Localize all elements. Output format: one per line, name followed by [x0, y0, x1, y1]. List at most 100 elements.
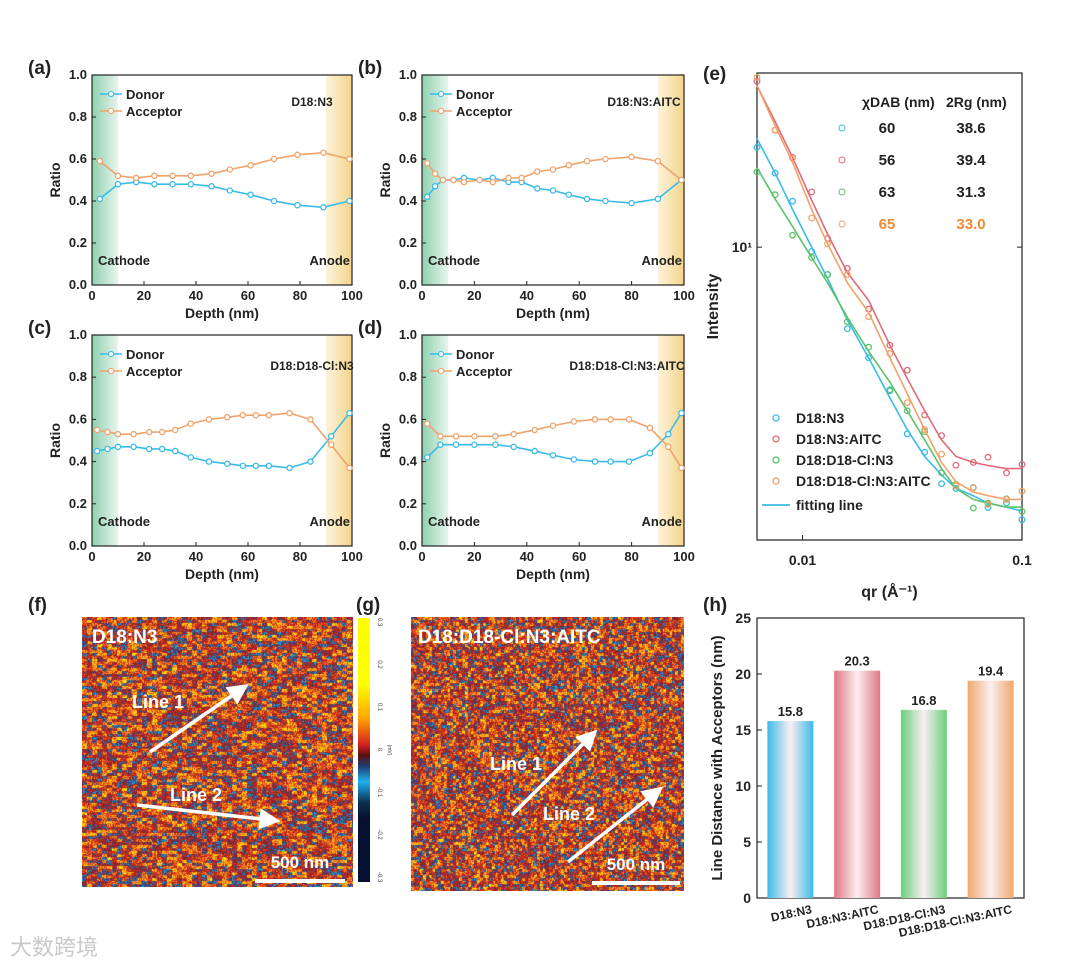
data-point-acceptor: [583, 157, 591, 165]
data-point-donor: [265, 462, 273, 470]
x-tick-label: 0.01: [789, 552, 816, 568]
data-point: [789, 231, 796, 239]
data-point-donor: [151, 180, 158, 188]
data-point: [789, 154, 796, 162]
line-arrow: [149, 684, 249, 754]
saxs-chart: [753, 72, 1026, 541]
x-tick-label: 20: [467, 288, 481, 303]
data-point-donor: [286, 464, 293, 472]
y-tick-label: 0.2: [399, 496, 417, 511]
panel-label: (g): [356, 595, 380, 616]
y-tick-label: 25: [735, 610, 751, 626]
data-point-acceptor: [628, 153, 635, 161]
x-axis-label: qr (Å⁻¹): [861, 582, 917, 601]
data-point: [1018, 487, 1026, 495]
depth-profile-chart: [421, 74, 685, 286]
data-point-donor: [93, 447, 101, 455]
data-point: [843, 325, 851, 333]
legend-label: D18:D18-Cl:N3: [796, 452, 893, 468]
x-tick-label: 20: [137, 288, 151, 303]
x-tick-label: 40: [189, 549, 203, 564]
fit-line: [756, 85, 1022, 501]
y-tick-label: 0.4: [399, 193, 418, 208]
legend-marker: [772, 456, 780, 464]
panel-label: (h): [703, 595, 727, 616]
x-tick-label: 100: [673, 549, 695, 564]
x-tick-label: 40: [189, 288, 203, 303]
legend-label: D18:N3: [796, 410, 844, 426]
data-point-donor: [602, 197, 609, 205]
data-point: [771, 191, 779, 199]
plot-frame: [421, 334, 685, 547]
data-point: [1018, 516, 1026, 524]
data-point-acceptor: [158, 428, 166, 436]
series-line-acceptor: [99, 151, 350, 179]
data-point: [753, 77, 761, 85]
y-tick-label: 0.4: [399, 454, 418, 469]
data-point-acceptor: [452, 433, 460, 440]
data-point-donor: [534, 185, 541, 192]
depth-profile-chart: [421, 334, 685, 547]
legend-marker: [107, 107, 115, 115]
x-axis-label: Depth (nm): [516, 566, 590, 582]
data-point: [824, 240, 832, 248]
afm-sample-label: D18:N3: [92, 627, 157, 648]
x-tick-label: 20: [467, 549, 481, 564]
data-point-acceptor: [286, 409, 293, 417]
y-axis-label: Line Distance with Acceptors (nm): [709, 635, 726, 880]
afm-overlays: [136, 684, 680, 885]
y-axis-label: Ratio: [377, 423, 393, 458]
legend-marker: [437, 107, 445, 115]
y-tick-label: 0.8: [69, 109, 87, 124]
table-marker: [838, 124, 846, 132]
data-point-acceptor: [439, 176, 447, 184]
data-point-donor: [104, 445, 111, 453]
data-point: [921, 426, 929, 434]
data-point-acceptor: [208, 170, 215, 177]
data-point: [789, 197, 796, 205]
x-tick-label: 0: [88, 288, 95, 303]
data-point-donor: [346, 409, 353, 417]
line-label: Line 1: [490, 754, 542, 774]
data-point-acceptor: [431, 170, 439, 177]
data-point-donor: [158, 445, 166, 453]
sample-label: D18:D18-Cl:N3:AITC: [569, 359, 685, 373]
data-point-acceptor: [602, 155, 609, 163]
y-tick-label: 0.2: [399, 235, 417, 250]
y-axis-label: Ratio: [377, 163, 393, 198]
data-point-acceptor: [437, 433, 444, 440]
data-point-acceptor: [665, 443, 672, 451]
table-marker: [838, 188, 846, 196]
data-point-donor: [187, 180, 195, 188]
colorbar-tick-label: 0: [376, 748, 382, 752]
data-point: [969, 458, 977, 466]
data-point: [938, 450, 946, 458]
data-point-donor: [327, 433, 335, 440]
x-tick-label: 80: [293, 288, 307, 303]
data-point-acceptor: [247, 162, 254, 169]
data-point-acceptor: [114, 430, 122, 438]
data-point: [865, 354, 873, 362]
anode-label: Anode: [310, 253, 350, 268]
bar: [967, 680, 1014, 898]
data-point-acceptor: [327, 441, 335, 448]
data-point: [808, 254, 816, 262]
legend-marker: [107, 90, 115, 98]
data-point-acceptor: [307, 416, 314, 423]
anode-region: [326, 335, 352, 546]
data-point: [886, 350, 894, 358]
plot-frame: [91, 74, 353, 286]
data-point-acceptor: [93, 426, 101, 434]
cathode-label: Cathode: [428, 253, 480, 268]
data-point-acceptor: [518, 174, 525, 182]
y-tick-label: 1.0: [69, 327, 87, 342]
data-point-donor: [96, 195, 104, 203]
data-point-acceptor: [450, 176, 457, 184]
data-point-donor: [625, 458, 633, 465]
data-point-acceptor: [171, 426, 179, 434]
fit-line: [756, 138, 1023, 512]
data-point: [921, 411, 929, 419]
data-point: [903, 366, 911, 374]
data-point-donor: [452, 441, 460, 448]
data-point-acceptor: [265, 411, 273, 419]
